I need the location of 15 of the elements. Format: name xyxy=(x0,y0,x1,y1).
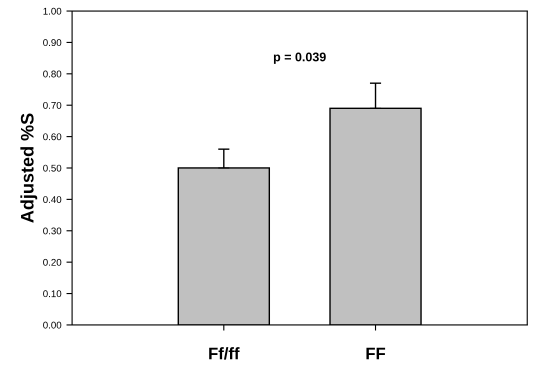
y-tick-label: 1.00 xyxy=(43,8,62,15)
y-tick-label: 0.20 xyxy=(43,258,62,266)
y-tick-label: 0.00 xyxy=(43,322,62,329)
x-tick-label: FF xyxy=(366,348,386,360)
y-tick-label: 0.40 xyxy=(43,196,62,203)
y-tick-label: 0.50 xyxy=(43,164,62,172)
y-tick-label: 0.70 xyxy=(43,102,62,109)
y-tick-label: 0.80 xyxy=(43,70,62,78)
annotation: p = 0.039 xyxy=(274,52,326,64)
x-tick-label: Ff/ff xyxy=(209,347,240,360)
y-tick-label: 0.90 xyxy=(43,39,62,46)
y-tick-label: 0.10 xyxy=(43,290,62,298)
y-axis-title: Adjusted %S xyxy=(20,114,38,223)
y-tick-label: 0.30 xyxy=(43,228,62,234)
y-tick-label: 0.60 xyxy=(43,133,62,140)
